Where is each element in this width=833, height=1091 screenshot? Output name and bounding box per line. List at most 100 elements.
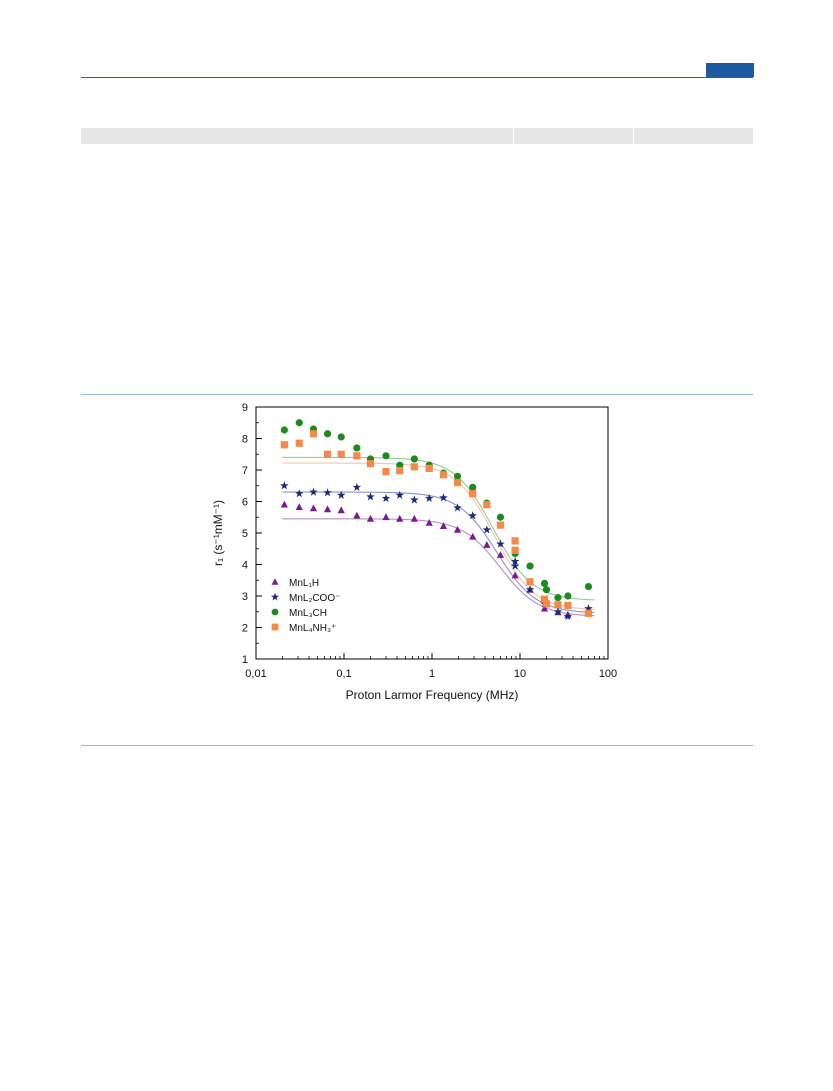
x-axis-label: Proton Larmor Frequency (MHz)	[346, 688, 519, 702]
data-point-star	[468, 511, 477, 520]
data-point-circle	[382, 452, 390, 460]
y-tick-label: 7	[242, 465, 248, 477]
data-point-square	[483, 501, 491, 509]
data-point-circle	[453, 472, 462, 480]
data-point-star	[381, 493, 391, 502]
data-point-circle	[323, 430, 332, 438]
data-point-star	[510, 561, 520, 570]
data-point-triangle	[483, 541, 491, 548]
legend-label: MnL₂COO⁻	[289, 593, 340, 604]
data-point-star	[424, 493, 434, 502]
data-point-square	[496, 521, 505, 529]
data-point-star	[323, 488, 332, 497]
data-point-star	[410, 495, 419, 504]
data-point-triangle	[280, 500, 288, 508]
data-point-square	[425, 464, 433, 473]
data-point-star	[294, 489, 304, 498]
series-points	[280, 430, 593, 617]
x-tick-label: 1	[429, 668, 435, 680]
data-point-triangle	[396, 514, 404, 522]
data-point-square	[564, 601, 572, 610]
data-point-circle	[295, 419, 303, 427]
legend-marker	[270, 592, 280, 601]
y-tick-label: 3	[242, 591, 248, 603]
plot-area	[255, 406, 609, 660]
data-point-circle	[564, 592, 572, 600]
data-point-square	[396, 467, 404, 475]
data-point-circle	[526, 562, 534, 570]
data-point-triangle	[382, 513, 390, 521]
data-point-circle	[554, 593, 562, 602]
data-point-square	[410, 463, 418, 471]
legend-marker	[271, 578, 279, 585]
data-point-star	[563, 611, 573, 621]
data-point-star	[395, 490, 405, 499]
data-point-circle	[410, 455, 418, 463]
data-point-square	[280, 441, 288, 449]
legend-label: MnL₄NH₃⁺	[289, 623, 336, 634]
y-tick-label: 5	[242, 528, 248, 540]
legend-marker	[271, 623, 279, 631]
data-point-square	[511, 537, 519, 545]
data-point-square	[323, 450, 332, 458]
data-point-square	[295, 439, 303, 447]
data-point-triangle	[425, 518, 433, 526]
y-tick-label: 8	[242, 434, 248, 446]
data-point-star	[280, 481, 289, 490]
data-point-star	[510, 556, 520, 565]
data-point-star	[453, 503, 462, 512]
data-point-triangle	[295, 503, 303, 511]
data-point-circle	[337, 433, 345, 441]
data-point-star	[366, 492, 375, 501]
data-point-square	[526, 578, 534, 586]
table-column-divider	[513, 128, 514, 144]
data-point-square	[554, 601, 562, 609]
data-point-star	[336, 490, 346, 499]
data-point-triangle	[410, 514, 418, 522]
data-point-star	[482, 525, 492, 534]
data-point-star	[553, 607, 563, 616]
data-point-triangle	[453, 525, 462, 533]
data-point-star	[439, 493, 448, 502]
data-point-square	[337, 450, 345, 458]
data-point-triangle	[366, 514, 375, 522]
y-tick-label: 2	[242, 623, 248, 635]
y-tick-label: 6	[242, 497, 248, 509]
y-tick-label: 9	[242, 402, 248, 414]
y-axis-ticks: 1 2 3 4 5 6 7 8 9	[242, 402, 262, 666]
y-tick-label: 1	[242, 654, 248, 666]
data-point-square	[366, 460, 375, 468]
y-axis-label: r₁ (s⁻¹mM⁻¹)	[211, 500, 225, 566]
data-point-star	[496, 539, 505, 548]
table-header-band	[81, 128, 753, 144]
y-tick-label: 4	[242, 560, 248, 572]
data-point-square	[309, 430, 318, 438]
data-point-triangle	[496, 551, 505, 558]
x-tick-label: 100	[599, 668, 617, 680]
data-point-triangle	[469, 532, 477, 540]
data-points	[280, 419, 593, 621]
data-point-square	[542, 600, 551, 608]
data-point-circle	[280, 426, 288, 434]
data-point-square	[382, 467, 390, 476]
data-point-circle	[542, 586, 551, 594]
data-point-triangle	[309, 504, 318, 512]
data-point-star	[584, 604, 593, 613]
data-point-star	[352, 482, 362, 491]
fit-curve	[282, 456, 595, 601]
x-tick-label: 0,01	[245, 668, 266, 680]
data-point-circle	[584, 582, 593, 591]
data-point-triangle	[323, 505, 332, 513]
data-point-triangle	[439, 522, 448, 529]
data-point-square	[540, 595, 549, 603]
x-tick-label: 0,1	[336, 668, 351, 680]
data-point-square	[439, 471, 448, 479]
data-point-triangle	[353, 511, 361, 519]
legend-marker	[271, 608, 279, 616]
page-number-tab	[706, 63, 754, 77]
figure-bottom-rule	[81, 745, 753, 746]
data-point-square	[511, 546, 519, 554]
data-point-triangle	[337, 506, 345, 514]
figure-top-rule	[81, 394, 753, 395]
data-point-square	[584, 609, 593, 617]
